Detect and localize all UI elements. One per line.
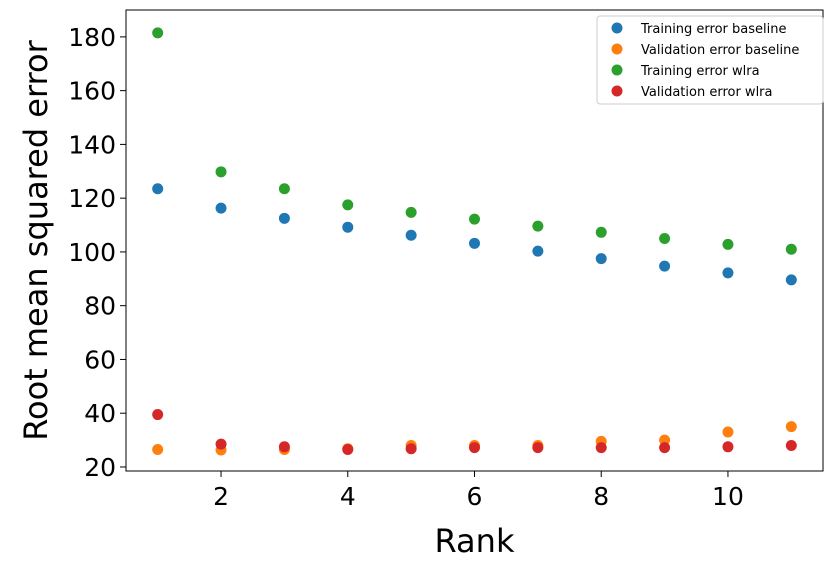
data-point	[215, 166, 227, 178]
data-point	[215, 202, 227, 214]
data-point	[278, 212, 290, 224]
data-point	[152, 183, 164, 195]
series-4	[152, 409, 797, 455]
legend-label: Training error wlra	[640, 64, 760, 79]
data-point	[659, 434, 671, 446]
plot-frame	[125, 9, 824, 472]
data-point	[785, 243, 797, 255]
y-tick-label: 100	[68, 238, 116, 267]
legend-label: Validation error wlra	[641, 85, 773, 100]
data-point	[785, 274, 797, 286]
data-point	[659, 260, 671, 272]
y-tick-label: 160	[68, 77, 116, 106]
y-tick-label: 180	[68, 23, 116, 52]
data-point	[659, 442, 671, 454]
legend-marker	[611, 22, 623, 34]
x-tick-label: 2	[213, 482, 229, 511]
x-tick-label: 10	[712, 482, 744, 511]
data-point	[469, 442, 480, 454]
data-point	[342, 199, 354, 211]
data-point	[469, 213, 480, 225]
data-point	[722, 426, 734, 438]
data-point	[595, 253, 607, 265]
data-point	[152, 443, 164, 455]
data-point	[595, 226, 607, 238]
x-tick-label: 4	[340, 482, 356, 511]
y-tick-label: 60	[84, 345, 116, 374]
legend-label: Training error baseline	[640, 22, 786, 37]
data-point	[722, 238, 734, 250]
data-point	[595, 442, 607, 454]
legend-box	[596, 15, 824, 105]
y-tick-label: 120	[68, 184, 116, 213]
x-axis-title: Rank	[435, 522, 515, 560]
y-tick-label: 80	[84, 292, 116, 321]
data-point	[722, 441, 734, 453]
legend-marker	[611, 43, 623, 55]
series-3	[152, 27, 797, 255]
data-point	[278, 441, 290, 453]
x-tick-label: 6	[467, 482, 483, 511]
data-point	[532, 245, 544, 257]
y-tick-label: 40	[84, 399, 116, 428]
data-point	[278, 183, 290, 195]
legend-label: Validation error baseline	[641, 43, 799, 58]
x-tick-label: 8	[593, 482, 609, 511]
y-tick-label: 140	[68, 130, 116, 159]
data-point	[532, 442, 544, 454]
data-point	[405, 229, 417, 241]
data-point	[785, 421, 797, 433]
y-tick-label: 20	[84, 453, 116, 482]
data-point	[469, 237, 480, 249]
legend-marker	[611, 64, 623, 76]
y-axis-title: Root mean squared error	[17, 39, 55, 440]
data-point	[342, 221, 354, 233]
data-point	[152, 409, 164, 421]
data-point	[532, 220, 544, 232]
chart-marks	[152, 27, 797, 456]
data-point	[152, 27, 164, 39]
data-point	[785, 439, 797, 451]
data-point	[215, 438, 227, 450]
data-point	[405, 443, 417, 455]
data-point	[722, 267, 734, 279]
legend: Training error baseline Validation error …	[596, 15, 824, 105]
y-axis-ticks: 20 40 60 80 100 120 140 160 180	[68, 23, 126, 482]
data-point	[659, 232, 671, 244]
data-point	[405, 206, 417, 218]
data-point	[342, 443, 354, 455]
series-1	[152, 183, 797, 286]
legend-marker	[611, 85, 623, 97]
x-axis-ticks: 2 4 6 8 10	[213, 471, 744, 511]
